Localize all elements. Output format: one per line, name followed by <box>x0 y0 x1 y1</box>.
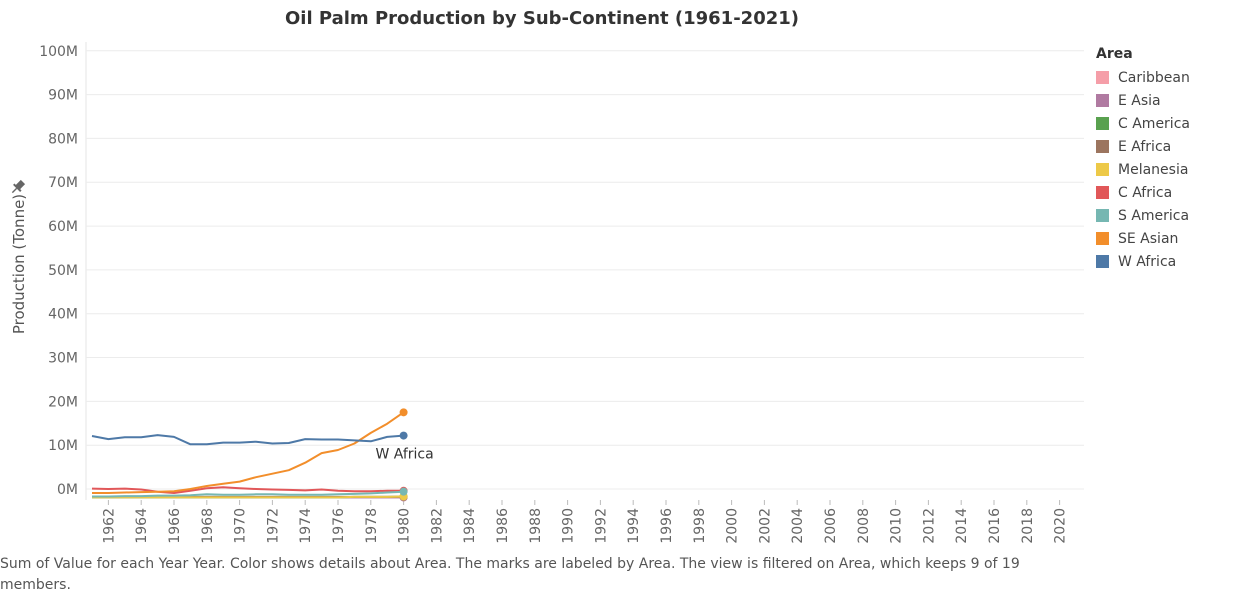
x-tick-label: 1970 <box>233 508 249 544</box>
x-tick-label: 1984 <box>462 508 478 544</box>
series-line[interactable] <box>91 486 404 494</box>
x-tick-label: 1992 <box>593 508 609 544</box>
y-axis-label: Production (Tonne) <box>10 194 28 334</box>
x-tick-label: 1988 <box>528 508 544 544</box>
y-tick-label: 60M <box>48 219 78 235</box>
series-s-america <box>92 487 408 498</box>
x-tick-label: 1964 <box>134 508 150 544</box>
legend-swatch <box>1096 255 1109 268</box>
y-tick-label: 90M <box>48 88 78 104</box>
series-line[interactable] <box>92 490 404 498</box>
x-tick-label: 1966 <box>167 508 183 544</box>
legend-label: Melanesia <box>1118 161 1189 178</box>
x-tick-label: 1986 <box>495 508 511 544</box>
x-tick-label: 2020 <box>1053 508 1069 544</box>
y-tick-label: 70M <box>48 175 78 191</box>
x-tick-label: 1978 <box>364 508 380 544</box>
legend-swatch <box>1096 209 1109 222</box>
legend-item[interactable]: Caribbean <box>1096 66 1190 89</box>
y-tick-label: 80M <box>48 131 78 147</box>
end-mark-label: W Africa <box>375 447 433 463</box>
x-tick-label: 1976 <box>331 508 347 544</box>
legend-item[interactable]: W Africa <box>1096 250 1190 273</box>
legend-label: W Africa <box>1118 253 1177 270</box>
series-end-point[interactable] <box>399 487 408 496</box>
x-tick-label: 2014 <box>954 508 970 544</box>
chart-caption: Sum of Value for each Year Year. Color s… <box>0 556 1020 593</box>
y-tick-label: 0M <box>57 482 78 498</box>
x-tick-label: 1980 <box>397 508 413 544</box>
x-tick-label: 1974 <box>298 508 314 544</box>
gridlines <box>85 42 1084 500</box>
y-axis-ticks: 0M 10M 20M 30M 40M 50M 60M 70M 80M 90M 100M <box>39 44 78 498</box>
legend-item[interactable]: C Africa <box>1096 181 1190 204</box>
x-tick-label: 1996 <box>659 508 675 544</box>
y-tick-label: 20M <box>48 394 78 410</box>
legend-item[interactable]: E Asia <box>1096 89 1190 112</box>
legend-label: SE Asian <box>1118 230 1179 247</box>
legend-label: C Africa <box>1118 184 1173 201</box>
x-tick-label: 1962 <box>101 508 117 544</box>
x-tick-label: 2008 <box>856 508 872 544</box>
x-tick-label: 2010 <box>889 508 905 544</box>
legend-swatch <box>1096 71 1109 84</box>
y-tick-label: 30M <box>48 351 78 367</box>
chart-title: Oil Palm Production by Sub-Continent (19… <box>285 8 799 29</box>
x-tick-label: 2018 <box>1020 508 1036 544</box>
x-tick-label: 1982 <box>429 508 445 544</box>
series-end-point[interactable] <box>399 408 408 417</box>
pin-icon[interactable] <box>9 179 27 197</box>
legend-swatch <box>1096 163 1109 176</box>
legend-swatch <box>1096 117 1109 130</box>
x-tick-label: 2002 <box>757 508 773 544</box>
legend-label: S America <box>1118 207 1190 224</box>
legend-item[interactable]: S America <box>1096 204 1190 227</box>
series-layer <box>91 408 408 502</box>
series-line[interactable] <box>92 411 405 494</box>
series-line[interactable] <box>92 495 404 499</box>
legend-item[interactable]: Melanesia <box>1096 158 1190 181</box>
legend-swatch <box>1096 140 1109 153</box>
y-tick-label: 50M <box>48 263 78 279</box>
legend-items: Caribbean E Asia C America E Africa Melanesi… <box>1096 66 1190 273</box>
x-tick-label: 2012 <box>921 508 937 544</box>
legend-item[interactable]: C America <box>1096 112 1190 135</box>
legend-swatch <box>1096 232 1109 245</box>
legend-label: C America <box>1118 115 1190 132</box>
legend-item[interactable]: SE Asian <box>1096 227 1190 250</box>
x-axis-ticks: 1962 1964 1966 1968 1970 1972 1974 1976 1978 1980… <box>101 500 1069 544</box>
legend-label: Caribbean <box>1118 69 1190 86</box>
x-tick-label: 2016 <box>987 508 1003 544</box>
legend-swatch <box>1096 94 1109 107</box>
legend-item[interactable]: E Africa <box>1096 135 1190 158</box>
series-se-asian <box>92 408 408 494</box>
y-tick-label: 100M <box>39 44 78 60</box>
series-w-africa <box>91 431 408 446</box>
series-end-point[interactable] <box>399 431 408 440</box>
x-tick-label: 1994 <box>626 508 642 544</box>
legend: Area Caribbean E Asia C America E Africa Mel… <box>1096 46 1190 273</box>
series-line[interactable] <box>91 434 404 446</box>
x-tick-label: 2000 <box>725 508 741 544</box>
x-tick-label: 2004 <box>790 508 806 544</box>
x-tick-label: 1968 <box>200 508 216 544</box>
legend-label: E Asia <box>1118 92 1161 109</box>
y-tick-label: 40M <box>48 307 78 323</box>
x-tick-label: 2006 <box>823 508 839 544</box>
x-tick-label: 1998 <box>692 508 708 544</box>
legend-swatch <box>1096 186 1109 199</box>
x-tick-label: 1972 <box>265 508 281 544</box>
legend-title: Area <box>1096 46 1133 62</box>
x-tick-label: 1990 <box>561 508 577 544</box>
y-tick-label: 10M <box>48 438 78 454</box>
legend-label: E Africa <box>1118 138 1172 155</box>
